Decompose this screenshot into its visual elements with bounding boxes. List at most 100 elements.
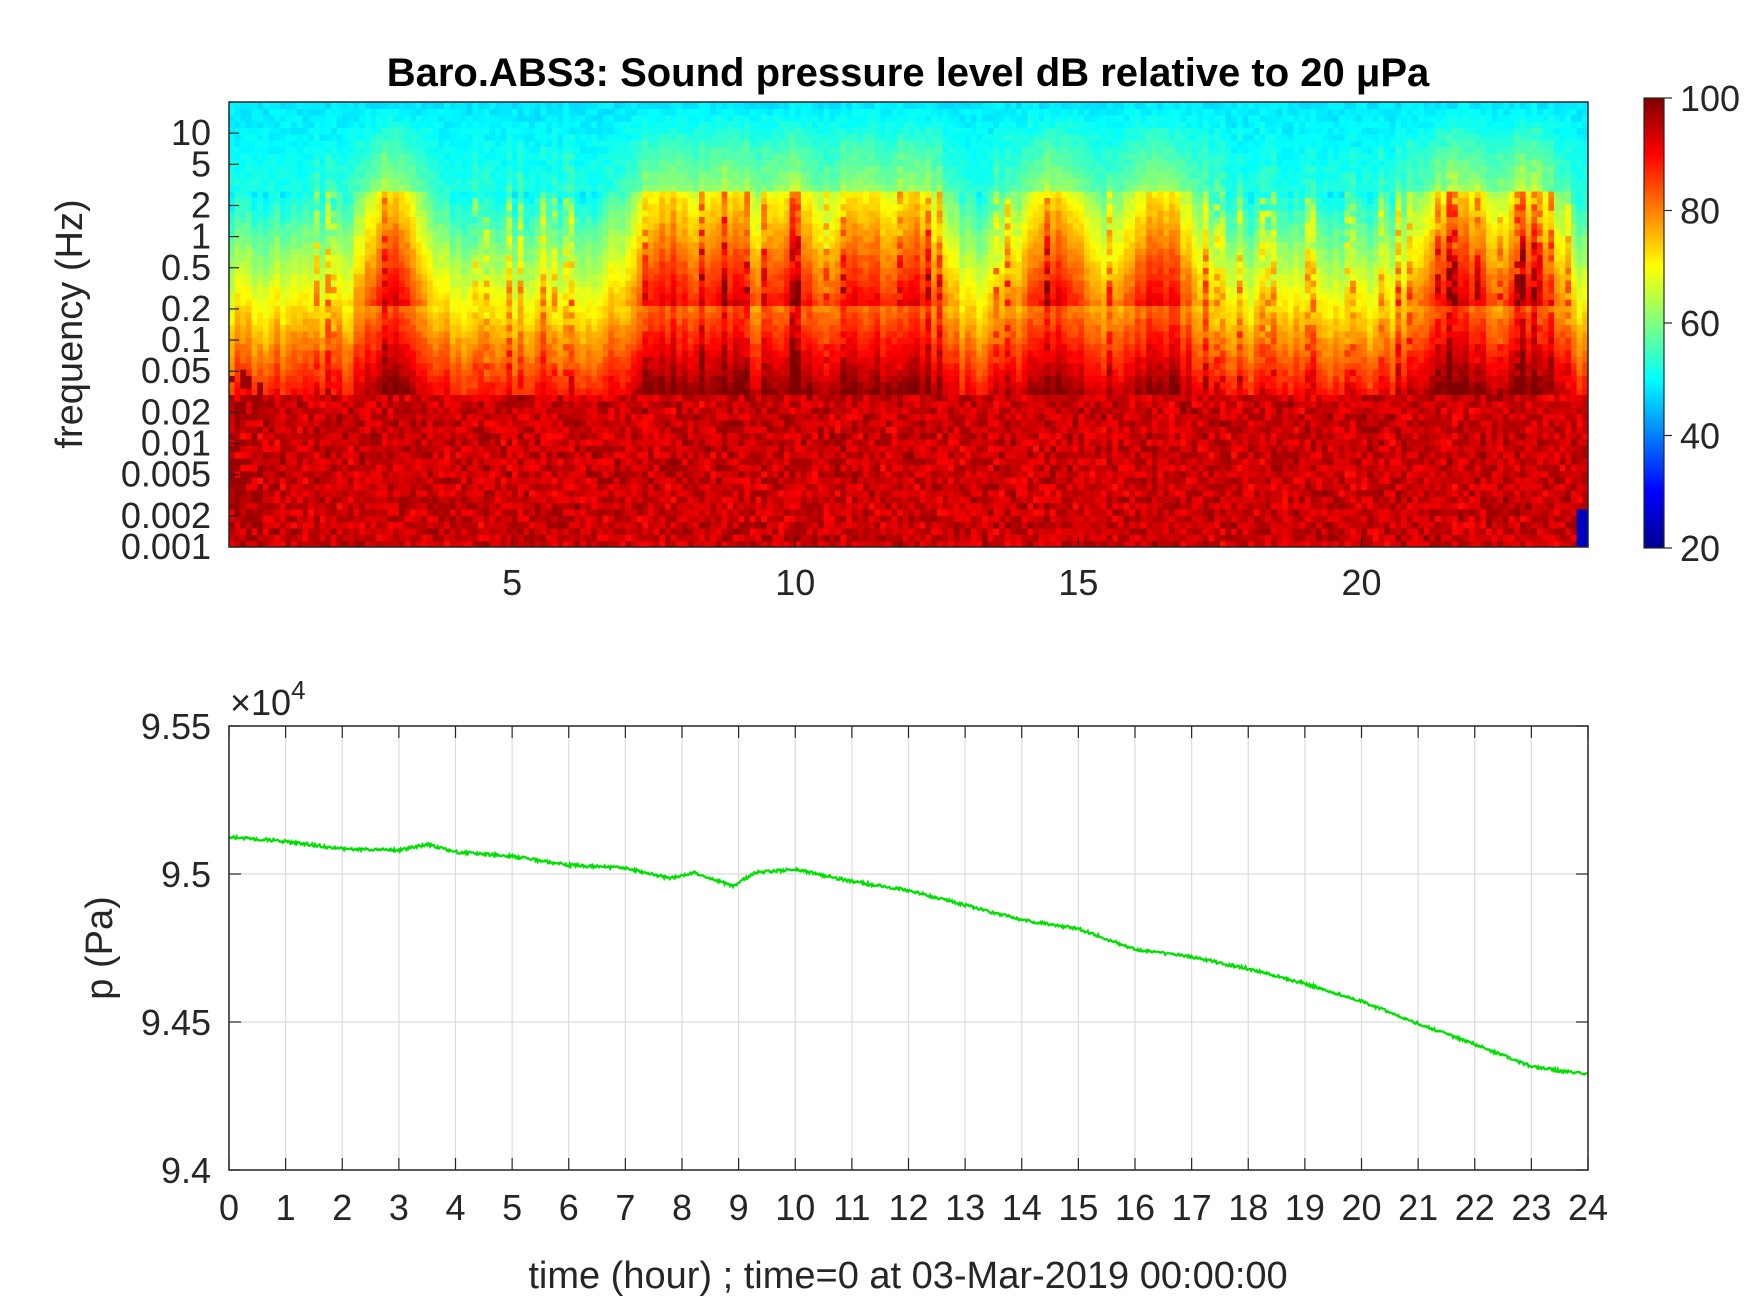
spectrogram-cell (551, 381, 559, 389)
spectrogram-cell (568, 108, 576, 116)
spectrogram-cell (279, 171, 287, 179)
spectrogram-cell (478, 470, 485, 478)
spectrogram-cell (495, 527, 502, 535)
spectrogram-cell (376, 229, 383, 237)
spectrogram-cell (455, 203, 462, 211)
spectrogram-cell (313, 356, 321, 364)
spectrogram-cell (608, 121, 615, 129)
spectrogram-cell (523, 477, 530, 485)
spectrogram-cell (495, 133, 502, 141)
spectrogram-cell (568, 445, 576, 453)
spectrogram-cell (393, 445, 400, 453)
spectrogram-cell (580, 356, 587, 364)
spectrogram-cell (330, 133, 338, 141)
spectrogram-cell (523, 521, 530, 529)
spectrogram-cell (364, 114, 372, 122)
spectrogram-cell (364, 133, 372, 141)
spectrogram-cell (608, 235, 615, 243)
spectrogram-cell (251, 102, 258, 109)
spectrogram-cell (432, 540, 440, 547)
spectrogram-cell (580, 292, 587, 300)
spectrogram-cell (529, 362, 536, 370)
spectrogram-cell (313, 337, 321, 345)
spectrogram-cell (353, 381, 360, 389)
spectrogram-cell (580, 337, 587, 345)
spectrogram-cell (591, 483, 598, 491)
spectrogram-cell (319, 273, 326, 281)
spectrogram-cell (251, 305, 258, 313)
spectrogram-cell (500, 260, 508, 268)
spectrogram-cell (517, 216, 525, 224)
spectrogram-cell (257, 458, 264, 465)
spectrogram-cell (274, 133, 281, 141)
spectrogram-cell (387, 121, 394, 129)
spectrogram-cell (495, 102, 502, 109)
spectrogram-cell (251, 248, 258, 256)
spectrogram-cell (410, 356, 417, 364)
spectrogram-cell (500, 515, 508, 523)
spectrogram-cell (551, 197, 559, 205)
spectrogram-cell (302, 483, 309, 491)
spectrogram-cell (563, 470, 570, 478)
spectrogram-cell (330, 311, 338, 319)
spectrogram-cell (387, 311, 394, 319)
spectrogram-cell (546, 114, 553, 122)
spectrogram-cell (500, 222, 508, 230)
spectrogram-cell (381, 330, 389, 338)
spectrogram-cell (557, 197, 564, 205)
spectrogram-cell (529, 299, 536, 307)
spectrogram-cell (580, 171, 587, 179)
spectrogram-cell (574, 222, 581, 230)
spectrogram-cell (444, 159, 451, 167)
spectrogram-cell (296, 248, 304, 256)
spectrogram-cell (489, 438, 496, 446)
spectrogram-cell (546, 165, 553, 173)
spectrogram-cell (489, 508, 496, 516)
spectrogram-cell (387, 496, 394, 504)
spectrogram-cell (608, 369, 615, 376)
spectrogram-cell (257, 235, 264, 243)
spectrogram-cell (449, 267, 457, 275)
spectrogram-cell (478, 464, 485, 472)
spectrogram-cell (472, 203, 479, 211)
spectrogram-cell (245, 362, 253, 370)
spectrogram-cell (619, 413, 626, 421)
spectrogram-cell (234, 483, 241, 491)
spectrogram-cell (625, 178, 632, 186)
spectrogram-cell (585, 426, 592, 434)
spectrogram-cell (376, 400, 383, 408)
spectrogram-cell (421, 216, 428, 224)
spectrogram-cell (245, 527, 253, 535)
spectrogram-cell (296, 496, 304, 504)
spectrogram-cell (608, 286, 615, 294)
spectrogram-cell (472, 311, 479, 319)
spectrogram-cell (574, 337, 581, 345)
spectrogram-cell (483, 540, 491, 547)
spectrogram-cell (568, 464, 576, 472)
spectrogram-cell (517, 121, 525, 129)
spectrogram-cell (319, 286, 326, 294)
spectrogram-cell (308, 521, 315, 529)
spectrogram-cell (291, 426, 298, 434)
spectrogram-cell (427, 222, 434, 230)
spectrogram-cell (376, 171, 383, 179)
spectrogram-cell (546, 483, 553, 491)
spectrogram-cell (608, 349, 615, 357)
spectrogram-cell (455, 146, 462, 154)
spectrogram-cell (240, 229, 247, 237)
spectrogram-cell (353, 165, 360, 173)
spectrogram-cell (551, 438, 559, 446)
spectrogram-cell (512, 311, 519, 319)
spectrogram-cell (347, 197, 355, 205)
spectrogram-cell (523, 470, 530, 478)
spectrogram-cell (381, 203, 389, 211)
spectrogram-cell (359, 229, 366, 237)
spectrogram-cell (495, 470, 502, 478)
spectrogram-cell (381, 229, 389, 237)
spectrogram-cell (302, 438, 309, 446)
spectrogram-cell (478, 413, 485, 421)
spectrogram-cell (500, 356, 508, 364)
spectrogram-cell (580, 114, 587, 122)
spectrogram-cell (506, 540, 513, 547)
spectrogram-cell (472, 343, 479, 351)
